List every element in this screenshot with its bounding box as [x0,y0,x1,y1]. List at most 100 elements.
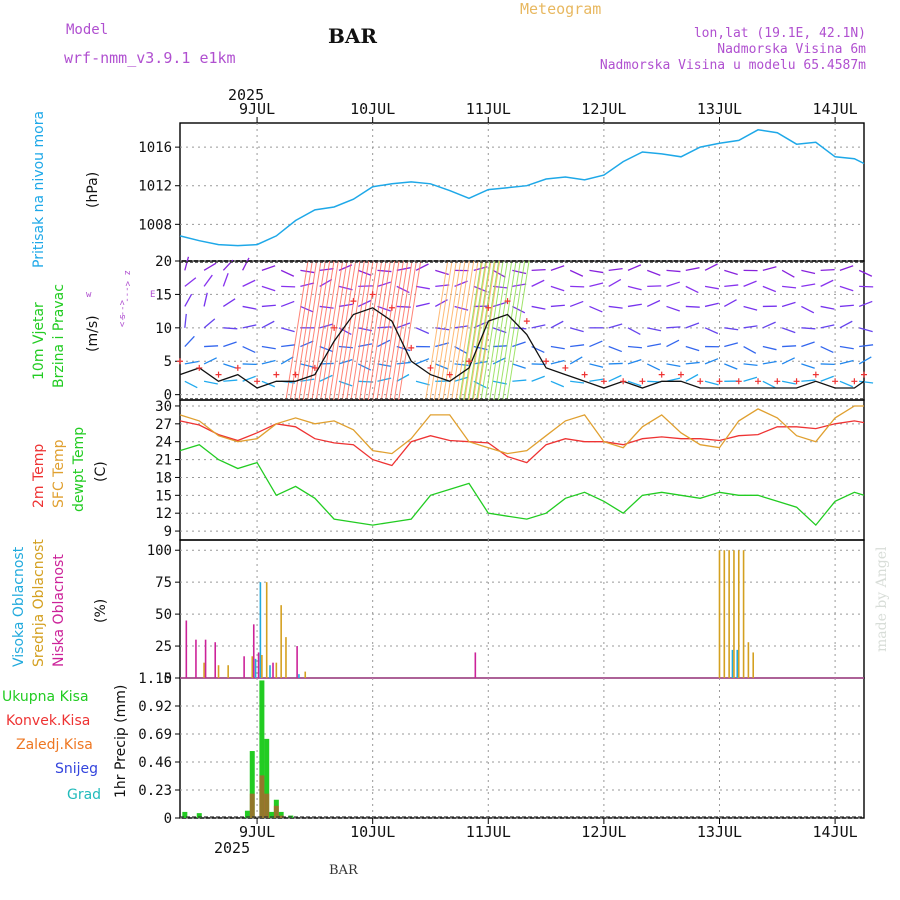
wind-hatch [328,260,352,401]
wind-ytick-label: 15 [155,287,172,303]
gust-marker [485,304,492,311]
wind-arrow [435,327,450,331]
wind-arrow [801,341,815,348]
wind-arrow [647,343,662,348]
wind-arrow [608,268,623,272]
wind-arrow [512,379,527,382]
footer-station: BAR [329,863,359,878]
wind-arrow [492,269,506,278]
wind-arrow [743,345,757,354]
wind-arrow [454,376,469,382]
gust-marker [735,378,742,385]
wind-arrow [704,380,719,386]
temperature-ytick-label: 24 [155,435,172,451]
wind-arrow [647,327,662,332]
wind-hatch [302,260,326,401]
wind-hatch [429,260,453,401]
bottom-day-label: 11JUL [466,823,511,841]
wind-arrow [280,327,295,333]
station-title: BAR [328,24,377,48]
wind-arrow [589,305,603,313]
wind-arrow [858,300,873,308]
wind-arrow [358,343,373,348]
gust-marker [581,371,588,378]
wind-arrow [646,363,661,371]
wind-ytick-label: 0 [164,388,172,404]
wind-arrow [512,341,526,348]
wind-arrow [685,285,699,294]
wind-arrow [685,373,699,382]
precip-ytick-label: 1.15 [138,671,172,687]
wind-hatch [459,260,483,401]
total-rain-bar [244,810,250,818]
total-rain-bar [278,811,284,818]
wind-arrow [261,359,276,365]
clouds-ytick-label: 100 [147,543,172,559]
wind-arrow [839,345,854,350]
wind-arrow [338,285,353,291]
wind-arrow [762,266,777,271]
total-rain-bar [259,680,265,818]
wind-arrow [781,301,796,308]
gust-marker [369,291,376,298]
temperature-ytick-label: 30 [155,399,172,415]
wind-arrow [203,274,213,287]
wind-arrow [512,283,527,288]
gust-marker [446,371,453,378]
gust-marker [350,298,357,305]
wind-arrow [685,345,700,352]
wind-arrow [338,303,353,308]
wind-arrow [859,380,874,384]
bottom-day-label: 14JUL [813,823,858,841]
y-tick-labels: 1008101210160510152091215182124273002550… [138,140,172,827]
wind-arrow [415,263,429,271]
wind-hatch [471,260,495,401]
wind-arrow [589,378,604,382]
wind-hatch [324,260,348,401]
product-title: Meteogram [520,0,601,18]
wind-arrow [261,285,276,292]
wind-hatch [320,260,344,401]
wind-hatch [285,260,309,401]
wind-arrow [300,305,314,313]
wind-arrow [377,339,391,348]
wind-arrow [203,262,217,271]
wind-arrow [435,342,449,348]
wind-arrow [820,375,834,382]
gust-marker [832,378,839,385]
wind-hatch [484,260,508,401]
legend-total-rain: Ukupna Kisa [2,689,89,705]
wind-arrow [396,322,411,329]
wind-arrow [704,358,719,365]
wind-arrow [569,327,584,333]
wind-arrow [820,324,835,329]
wind-arrow [319,268,334,272]
wind-arrow [608,323,623,329]
wind-hatch [497,260,521,401]
precip-ytick-label: 0.46 [138,755,172,771]
high-cloud-side-label: Visoka Oblacnost [11,546,27,667]
wind-hatch [311,260,335,401]
wind-hatch [502,260,526,401]
wind-arrow [242,305,257,310]
wind-arrow [782,345,797,348]
wind-arrow [493,345,508,348]
wind-arrow [627,303,642,308]
wind-arrow [627,327,641,335]
wind-arrow [261,345,276,350]
wind-arrow [666,281,681,288]
wind-arrow [608,345,623,353]
wind-arrow [377,281,392,288]
wind-hatch [464,260,488,401]
wind-arrow [531,279,545,287]
wind-arrow [666,326,681,329]
sfc-side-label: SFC Temp [51,439,67,508]
gust-marker [466,358,473,365]
wind-arrow [627,264,642,271]
clouds-ytick-label: 0 [164,671,172,687]
wind-arrow [666,339,680,348]
clouds-ytick-label: 25 [155,639,172,655]
wind-hatch [389,260,413,401]
gust-marker [196,364,203,371]
wind-arrow [589,282,604,288]
